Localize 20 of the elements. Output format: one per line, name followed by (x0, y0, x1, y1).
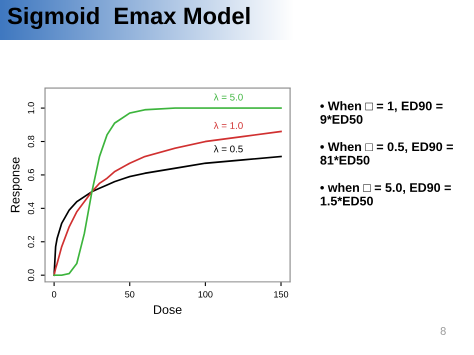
x-tick-label: 50 (125, 291, 134, 298)
y-tick-label: 0.8 (28, 136, 34, 148)
x-tick-label: 150 (274, 291, 288, 298)
text: • When □ = 1, ED90 = 9*ED50 (320, 101, 443, 124)
text: 8 (440, 327, 446, 335)
y-tick-label: 1.0 (28, 102, 34, 114)
series-label: λ = 5.0 (214, 93, 243, 101)
x-axis-title: Dose (154, 305, 182, 314)
y-tick-label: 0.4 (28, 202, 34, 214)
text: • When □ = 0.5, ED90 = 81*ED50 (320, 142, 453, 165)
chart-title: Sigmoid Emax Model (8, 6, 250, 30)
y-tick-label: 0.0 (28, 269, 34, 282)
y-axis-title: Response (10, 157, 22, 212)
series-label: λ = 1.0 (214, 122, 243, 130)
series-label: λ = 0.5 (214, 145, 243, 152)
text: • when □ = 5.0, ED90 = 1.5*ED50 (320, 182, 451, 206)
x-tick-label: 100 (198, 291, 213, 298)
y-tick-label: 0.2 (28, 236, 34, 248)
x-tick-label: 0 (52, 291, 56, 298)
y-tick-label: 0.6 (28, 169, 34, 181)
